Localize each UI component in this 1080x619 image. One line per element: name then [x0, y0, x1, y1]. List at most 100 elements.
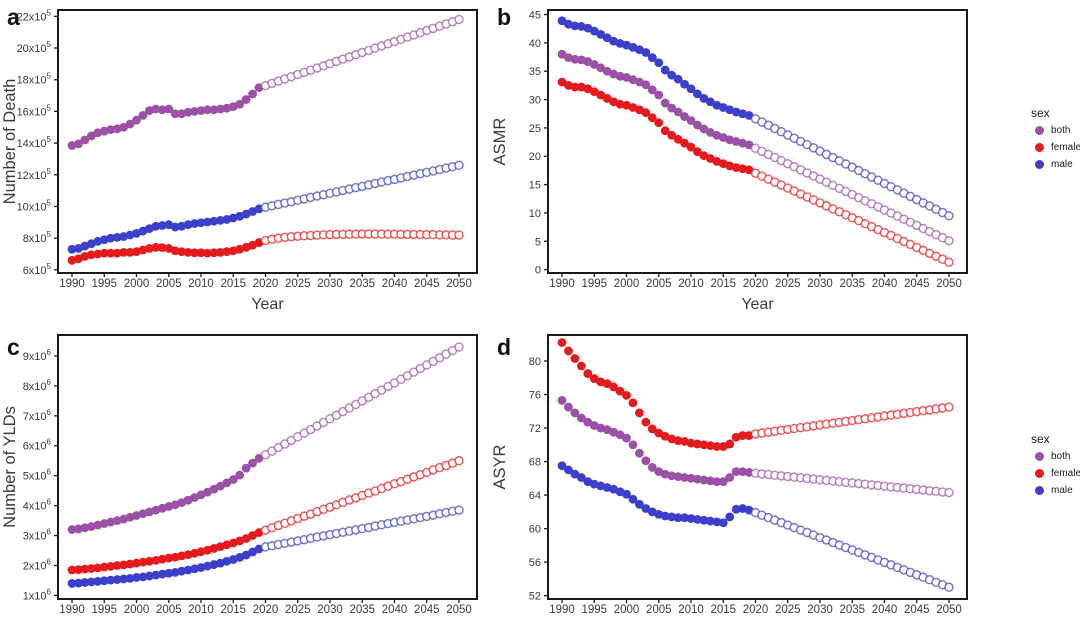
series-female-points-b	[557, 77, 954, 267]
svg-text:25: 25	[529, 123, 541, 135]
svg-text:20: 20	[529, 151, 541, 163]
svg-text:5x106: 5x106	[23, 468, 52, 483]
svg-text:2045: 2045	[414, 604, 440, 616]
legend-label-female: female	[1051, 468, 1080, 479]
svg-text:1995: 1995	[91, 604, 117, 616]
legend-label-male: male	[1051, 485, 1073, 496]
svg-text:12x105: 12x105	[17, 167, 52, 182]
svg-text:2000: 2000	[124, 278, 150, 290]
svg-text:2025: 2025	[775, 278, 801, 290]
svg-text:2015: 2015	[220, 278, 246, 290]
svg-text:2x106: 2x106	[23, 557, 52, 572]
svg-text:1990: 1990	[549, 278, 575, 290]
svg-text:2040: 2040	[872, 278, 898, 290]
svg-text:52: 52	[529, 591, 541, 603]
panel-c: c Number of YLDs 1x106 2x106 3x106 4x106 5x106…	[0, 320, 490, 619]
series-male-points-c	[67, 505, 464, 588]
svg-text:40: 40	[529, 38, 541, 50]
legend-sex-top: sex both female male	[1007, 106, 1080, 176]
svg-text:3x106: 3x106	[23, 528, 52, 543]
y-axis-ticks-c: 1x106 2x106 3x106 4x106 5x106 6x106 7x106 8x106…	[23, 348, 58, 602]
svg-text:2000: 2000	[614, 278, 640, 290]
svg-text:76: 76	[529, 390, 541, 402]
series-both-points-c	[67, 342, 464, 534]
svg-text:2010: 2010	[678, 604, 704, 616]
svg-text:2030: 2030	[807, 278, 833, 290]
svg-text:72: 72	[529, 423, 541, 435]
svg-text:2050: 2050	[446, 604, 472, 616]
legend-title: sex	[1031, 106, 1050, 120]
svg-text:8x106: 8x106	[23, 378, 52, 393]
svg-text:2040: 2040	[382, 604, 408, 616]
svg-text:1990: 1990	[549, 604, 575, 616]
svg-text:1990: 1990	[59, 604, 85, 616]
y-axis-ticks-b: 0 5 10 15 20 25 30 35 40 45	[529, 10, 548, 277]
series-female-points-c	[67, 455, 464, 575]
svg-text:1995: 1995	[91, 278, 117, 290]
series-male-points-d	[557, 461, 954, 593]
svg-text:2035: 2035	[839, 278, 865, 290]
svg-text:5: 5	[535, 236, 541, 248]
svg-text:1995: 1995	[581, 278, 607, 290]
x-axis-ticks-a: 1990 1995 2000 2005 2010 2015 2020 2025 2030 2035…	[59, 273, 472, 290]
plot-frame-b	[547, 9, 968, 274]
svg-text:2035: 2035	[839, 604, 865, 616]
svg-text:9x106: 9x106	[23, 348, 52, 363]
legend-item-male: male	[1035, 485, 1080, 496]
svg-text:2040: 2040	[872, 604, 898, 616]
svg-text:2020: 2020	[253, 604, 279, 616]
svg-text:2025: 2025	[285, 604, 311, 616]
y-axis-title-d: ASYR	[491, 444, 509, 489]
svg-text:2030: 2030	[807, 604, 833, 616]
svg-text:64: 64	[529, 490, 541, 502]
svg-text:2005: 2005	[646, 604, 672, 616]
svg-text:16x105: 16x105	[17, 103, 52, 118]
svg-text:2040: 2040	[382, 278, 408, 290]
svg-text:2000: 2000	[614, 604, 640, 616]
legend-dot-female-icon	[1035, 143, 1044, 152]
svg-text:20x105: 20x105	[17, 40, 52, 55]
series-both-points-a	[67, 14, 464, 150]
x-axis-title-b: Year	[741, 296, 774, 313]
legend-item-female: female	[1035, 142, 1080, 153]
svg-text:80: 80	[529, 356, 541, 368]
svg-text:45: 45	[529, 10, 541, 22]
svg-text:2030: 2030	[317, 278, 343, 290]
legend-label-both: both	[1051, 451, 1071, 462]
legend-sex-bottom: sex both female male	[1007, 432, 1080, 502]
x-axis-ticks-d: 1990 1995 2000 2005 2010 2015 2020 2025 2030 2035…	[549, 599, 962, 616]
svg-text:2010: 2010	[188, 278, 214, 290]
svg-text:15: 15	[529, 180, 541, 192]
svg-text:2015: 2015	[710, 604, 736, 616]
svg-text:2050: 2050	[446, 278, 472, 290]
legend-item-both: both	[1035, 125, 1080, 136]
legend-label-both: both	[1051, 125, 1071, 136]
series-male-points-b	[557, 16, 954, 221]
svg-text:7x106: 7x106	[23, 408, 52, 423]
panel-c-chart: c Number of YLDs 1x106 2x106 3x106 4x106 5x106…	[1, 334, 478, 616]
svg-text:6x106: 6x106	[23, 438, 52, 453]
svg-text:2030: 2030	[317, 604, 343, 616]
legend-label-male: male	[1051, 159, 1073, 170]
svg-text:2010: 2010	[188, 604, 214, 616]
x-axis-ticks-c: 1990 1995 2000 2005 2010 2015 2020 2025 2030 2035…	[59, 599, 472, 616]
svg-text:2045: 2045	[904, 278, 930, 290]
series-female-points-a	[67, 229, 464, 265]
svg-text:2005: 2005	[156, 278, 182, 290]
svg-text:35: 35	[529, 66, 541, 78]
panel-letter-a: a	[7, 4, 20, 30]
panel-letter-d: d	[497, 334, 511, 360]
svg-text:14x105: 14x105	[17, 135, 52, 150]
legend-dot-male-icon	[1035, 486, 1044, 495]
svg-text:4x106: 4x106	[23, 498, 52, 513]
panel-d-chart: d ASYR 52 56 60 64 68 72 76 80 1990 1995 2000 2005 201…	[491, 334, 968, 616]
svg-text:1995: 1995	[581, 604, 607, 616]
svg-text:2005: 2005	[156, 604, 182, 616]
y-axis-ticks-d: 52 56 60 64 68 72 76 80	[529, 356, 548, 603]
legend-title: sex	[1031, 432, 1050, 446]
panel-d: d ASYR 52 56 60 64 68 72 76 80 1990 1995 2000 2005 201…	[490, 320, 980, 619]
series-male-points-a	[67, 160, 464, 254]
svg-text:2000: 2000	[124, 604, 150, 616]
plot-frame-d	[547, 334, 968, 600]
